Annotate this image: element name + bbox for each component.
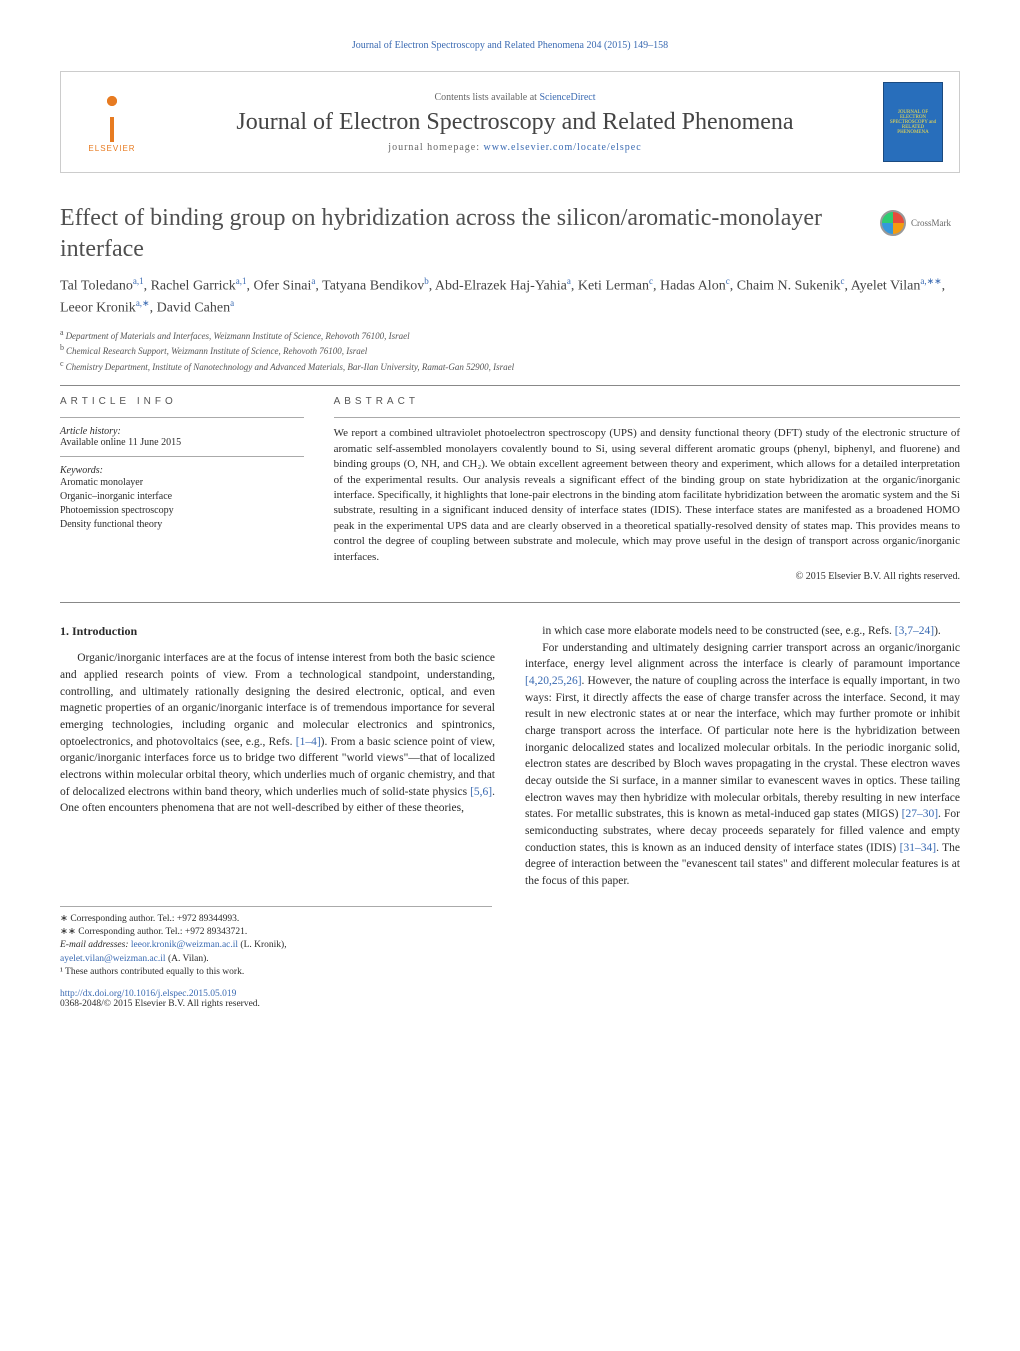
info-heading: ARTICLE INFO [60, 396, 304, 407]
ref-link[interactable]: [5,6] [470, 786, 492, 798]
abstract-text: We report a combined ultraviolet photoel… [334, 426, 960, 565]
author: Tatyana Bendikov [322, 279, 424, 294]
elsevier-tree-icon [87, 92, 137, 142]
ref-link[interactable]: [3,7–24] [895, 625, 934, 637]
body-paragraph: For understanding and ultimately designi… [525, 640, 960, 890]
contents-prefix: Contents lists available at [434, 92, 536, 103]
divider [60, 385, 960, 386]
email-label: E-mail addresses: [60, 940, 129, 950]
author-affil-marker: a,∗∗ [920, 276, 941, 286]
contents-line: Contents lists available at ScienceDirec… [167, 92, 863, 103]
author: Hadas Alon [660, 279, 726, 294]
keywords-list: Aromatic monolayerOrganic–inorganic inte… [60, 476, 304, 532]
email-line-2: ayelet.vilan@weizman.ac.il (A. Vilan). [60, 953, 492, 966]
ref-link[interactable]: [31–34] [900, 842, 936, 854]
equal-contrib-note: ¹ These authors contributed equally to t… [60, 966, 492, 979]
email-2-name: (A. Vilan). [168, 954, 209, 964]
author: Leeor Kronik [60, 301, 136, 316]
footnotes: ∗ Corresponding author. Tel.: +972 89344… [60, 906, 492, 979]
author-affil-marker: a [567, 276, 571, 286]
affiliation: c Chemistry Department, Institute of Nan… [60, 358, 960, 374]
corr-author-1: ∗ Corresponding author. Tel.: +972 89344… [60, 913, 492, 926]
crossmark-badge[interactable]: CrossMark [880, 203, 960, 243]
author: Ayelet Vilan [851, 279, 921, 294]
author: Keti Lerman [578, 279, 649, 294]
author-affil-marker: c [649, 276, 653, 286]
author: Tal Toledano [60, 279, 133, 294]
header-box: ELSEVIER Contents lists available at Sci… [60, 71, 960, 173]
author: Chaim N. Sukenik [737, 279, 841, 294]
author-affil-marker: c [841, 276, 845, 286]
author: David Cahen [157, 301, 230, 316]
left-column: 1. Introduction Organic/inorganic interf… [60, 623, 495, 890]
author-affil-marker: b [424, 276, 429, 286]
running-citation: Journal of Electron Spectroscopy and Rel… [60, 40, 960, 51]
sciencedirect-link[interactable]: ScienceDirect [539, 92, 595, 103]
right-column: in which case more elaborate models need… [525, 623, 960, 890]
affiliation: a Department of Materials and Interfaces… [60, 327, 960, 343]
section-heading: 1. Introduction [60, 623, 495, 640]
crossmark-icon [880, 210, 906, 236]
keyword: Organic–inorganic interface [60, 490, 304, 504]
elsevier-logo: ELSEVIER [77, 82, 147, 162]
email-2[interactable]: ayelet.vilan@weizman.ac.il [60, 954, 166, 964]
affiliations: a Department of Materials and Interfaces… [60, 327, 960, 374]
abstract: ABSTRACT We report a combined ultraviole… [334, 396, 960, 582]
journal-name: Journal of Electron Spectroscopy and Rel… [167, 109, 863, 136]
author-affil-marker: a,1 [236, 276, 247, 286]
author-affil-marker: c [726, 276, 730, 286]
body-paragraph: Organic/inorganic interfaces are at the … [60, 650, 495, 817]
article-info: ARTICLE INFO Article history: Available … [60, 396, 304, 582]
email-line: E-mail addresses: leeor.kronik@weizman.a… [60, 939, 492, 952]
author-affil-marker: a,∗ [136, 298, 150, 308]
affiliation: b Chemical Research Support, Weizmann In… [60, 342, 960, 358]
crossmark-label: CrossMark [911, 218, 951, 228]
author: Abd-Elrazek Haj-Yahia [435, 279, 567, 294]
homepage-prefix: journal homepage: [388, 142, 480, 153]
keyword: Aromatic monolayer [60, 476, 304, 490]
doi-link[interactable]: http://dx.doi.org/10.1016/j.elspec.2015.… [60, 989, 236, 999]
article-title: Effect of binding group on hybridization… [60, 203, 960, 265]
keywords-label: Keywords: [60, 465, 304, 476]
email-1-name: (L. Kronik), [240, 940, 286, 950]
homepage-link[interactable]: www.elsevier.com/locate/elspec [484, 142, 642, 153]
author-affil-marker: a [311, 276, 315, 286]
ref-link[interactable]: [1–4] [296, 736, 321, 748]
journal-cover-thumbnail: JOURNAL OF ELECTRON SPECTROSCOPY and REL… [883, 82, 943, 162]
authors-list: Tal Toledanoa,1, Rachel Garricka,1, Ofer… [60, 275, 960, 318]
history-value: Available online 11 June 2015 [60, 437, 304, 448]
keyword: Density functional theory [60, 518, 304, 532]
abstract-heading: ABSTRACT [334, 396, 960, 407]
bottom-meta: http://dx.doi.org/10.1016/j.elspec.2015.… [60, 989, 960, 1009]
author: Rachel Garrick [151, 279, 236, 294]
keyword: Photoemission spectroscopy [60, 504, 304, 518]
homepage-line: journal homepage: www.elsevier.com/locat… [167, 142, 863, 153]
body-paragraph: in which case more elaborate models need… [525, 623, 960, 640]
abstract-copyright: © 2015 Elsevier B.V. All rights reserved… [334, 571, 960, 582]
divider [60, 602, 960, 603]
header-center: Contents lists available at ScienceDirec… [167, 92, 863, 153]
elsevier-label: ELSEVIER [88, 144, 135, 153]
author-affil-marker: a,1 [133, 276, 144, 286]
issn-copyright: 0368-2048/© 2015 Elsevier B.V. All right… [60, 999, 960, 1009]
history-label: Article history: [60, 426, 304, 437]
ref-link[interactable]: [27–30] [902, 808, 938, 820]
author-affil-marker: a [230, 298, 234, 308]
email-1[interactable]: leeor.kronik@weizman.ac.il [131, 940, 238, 950]
author: Ofer Sinai [253, 279, 311, 294]
corr-author-2: ∗∗ Corresponding author. Tel.: +972 8934… [60, 926, 492, 939]
ref-link[interactable]: [4,20,25,26] [525, 675, 582, 687]
